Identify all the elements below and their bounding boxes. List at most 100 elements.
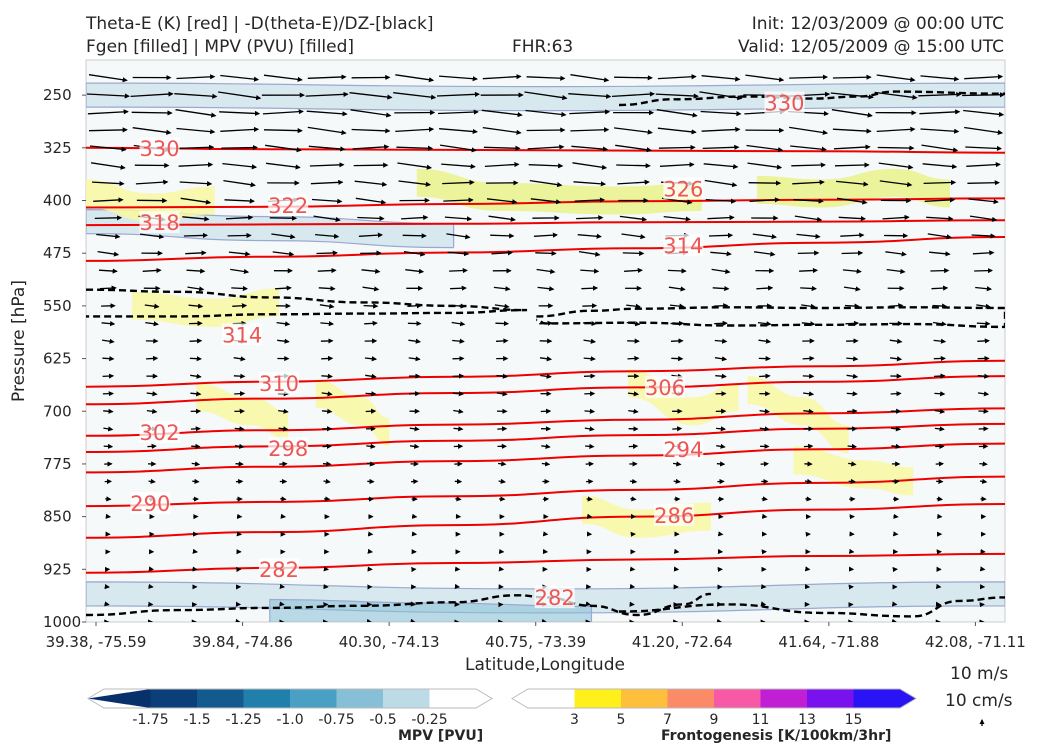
y-tick-label: 475 [43,244,72,262]
wind-vector [315,233,340,239]
stability-contour-layer [86,90,1005,618]
wind-vector [318,285,336,292]
y-tick-label: 700 [43,402,72,420]
wind-vector [147,443,157,449]
wind-vector [189,356,202,362]
wind-vector [803,443,814,449]
wind-vector [222,162,258,170]
wind-vector [965,145,1003,152]
wind-vector [584,408,596,414]
x-tick-label: 40.75, -73.39 [485,633,586,651]
wind-vector [305,91,349,97]
wind-vector [498,461,507,467]
wind-vector [715,373,727,379]
wind-vector [757,321,772,327]
theta-e-label: 314 [222,323,262,347]
wind-vector [319,303,335,309]
wind-vector [539,320,553,326]
fgen-colorbar-segment [512,689,575,708]
wind-vector [453,408,464,414]
y-tick-label: 400 [43,192,72,210]
wind-vector [397,162,433,170]
wind-vector [833,144,871,150]
wind-vector [353,162,389,168]
wind-vector [324,496,331,502]
wind-vector [976,303,991,309]
wind-vector [882,214,910,221]
wind-vector [407,303,423,309]
wind-vector [716,426,727,432]
y-tick-label: 775 [43,455,72,473]
wind-vector [793,198,824,204]
wind-vector [452,391,465,397]
wind-vector [228,251,251,257]
theta-e-label-bg [663,234,704,257]
wind-vector [354,180,388,187]
wind-vector [278,426,289,432]
wind-vector [713,303,729,309]
wind-vector [621,233,646,240]
theta-e-contour [86,146,1005,154]
wind-vector [934,391,946,397]
x-tick-label: 39.84, -74.86 [192,633,293,651]
theta-e-label: 310 [259,372,299,396]
wind-vector [175,109,217,118]
wind-vector [842,268,862,274]
wind-vector [582,320,597,327]
wind-vector [673,461,682,467]
wind-vector [714,338,728,344]
wind-vector [586,513,593,519]
theta-e-contour [86,475,1005,508]
theta-e-label-bg [663,177,704,200]
wind-vector [190,373,202,379]
wind-vector [309,162,345,168]
wind-vector [541,443,551,449]
wind-vector [759,426,770,432]
axes-layer: 250 325 400 475 550 625 700 775 850 925 1000 39.38,… [43,86,1026,726]
wind-vector [878,162,914,170]
wind-vector [714,356,728,362]
wind-vector [235,461,244,467]
wind-vector [311,198,343,204]
wind-vector [527,144,565,150]
wind-vector [657,74,697,80]
wind-vector [801,321,816,327]
wind-vector [393,92,437,100]
wind-vector [628,443,639,449]
theta-e-label: 290 [130,492,170,516]
wind-vector [529,179,563,188]
wind-vector [924,197,956,203]
stability-contour [86,288,528,318]
wind-vector [700,110,742,117]
wind-vector [365,373,377,379]
wind-vector [657,127,697,135]
wind-vector [892,531,899,537]
wind-vector [933,338,947,344]
wind-vector [96,233,121,239]
x-tick-label: 42.08, -71.11 [925,633,1026,651]
theta-e-label: 330 [764,92,804,116]
wind-vector [630,496,637,502]
wind-vector [262,109,304,115]
wind-vector [669,303,685,309]
wind-vector [146,408,158,414]
wind-vector [187,286,205,292]
wind-vector [712,285,730,292]
wind-vector [663,215,691,222]
wind-vector [351,128,391,134]
theta-e-label: 322 [268,194,308,218]
wind-vector [233,356,246,362]
wind-vector [316,250,338,256]
wind-vector [320,321,335,327]
wind-vector [628,408,639,414]
wind-vector [659,162,695,168]
wind-vector [92,180,125,187]
wind-vector [716,461,726,467]
wind-vector [403,251,426,257]
theta-e-label-bg [644,376,685,399]
wind-vector [614,127,653,135]
wind-vector [701,75,741,82]
wind-vector [398,180,432,187]
theta-e-label-bg [764,91,805,114]
wind-vector [804,478,813,484]
